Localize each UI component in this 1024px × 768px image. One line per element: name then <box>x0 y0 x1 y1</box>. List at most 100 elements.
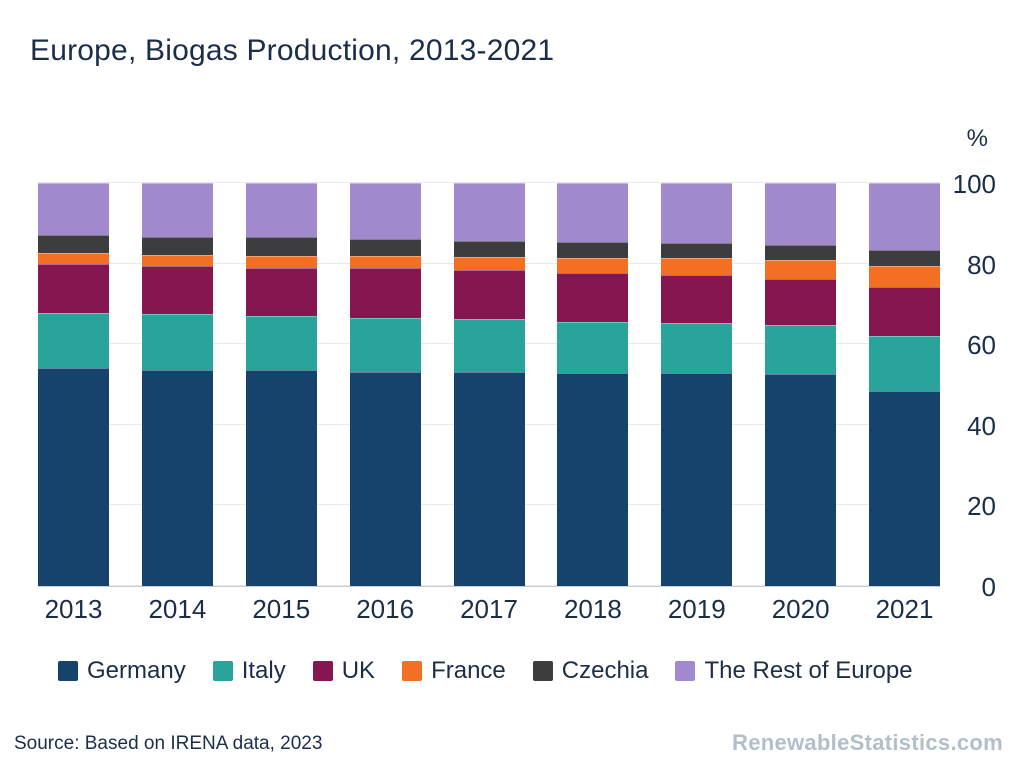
bar-segment-italy-2016 <box>349 317 421 372</box>
bar-segment-czechia-2017 <box>453 240 525 257</box>
x-axis-label-2015: 2015 <box>252 594 311 624</box>
bar-segment-uk-2017 <box>453 270 525 320</box>
bar-segment-the-rest-of-europe-2020 <box>765 183 837 246</box>
plot-area <box>38 182 940 587</box>
bar-segment-czechia-2016 <box>349 239 421 257</box>
bar-segment-france-2016 <box>349 256 421 269</box>
bar-segment-italy-2018 <box>557 321 629 374</box>
bar-segment-the-rest-of-europe-2014 <box>141 183 213 238</box>
bar-segment-germany-2019 <box>661 373 733 586</box>
bar-segment-the-rest-of-europe-2019 <box>661 183 733 243</box>
y-axis-tick-label-60: 60 <box>967 330 996 361</box>
bar-segment-france-2019 <box>661 258 733 276</box>
bar-segment-the-rest-of-europe-2018 <box>557 183 629 242</box>
bar-segment-italy-2013 <box>38 312 109 369</box>
bar-segment-czechia-2018 <box>557 241 629 259</box>
legend-item-uk: UK <box>312 657 376 685</box>
x-axis-label-2014: 2014 <box>148 594 207 624</box>
legend: Germany Italy UK France Czechia The Rest of E… <box>58 657 913 685</box>
chart-title: Europe, Biogas Production, 2013-2021 <box>30 34 555 67</box>
y-axis-tick-label-40: 40 <box>967 410 996 441</box>
bar-2014 <box>141 183 213 586</box>
x-axis-label-2020: 2020 <box>771 594 830 624</box>
bar-segment-germany-2021 <box>869 390 940 586</box>
bar-segment-uk-2019 <box>661 275 733 323</box>
branding-text: RenewableStatistics.com <box>732 730 1003 755</box>
x-axis-label-2019: 2019 <box>667 594 726 624</box>
bar-segment-italy-2019 <box>661 322 733 374</box>
y-axis: % 0 20 40 60 80 100 <box>940 125 996 602</box>
x-axis-label-2016: 2016 <box>356 594 415 624</box>
bar-segment-germany-2018 <box>557 373 629 586</box>
bar-segment-czechia-2019 <box>661 242 733 259</box>
bar-segment-germany-2014 <box>141 370 213 586</box>
bar-segment-the-rest-of-europe-2013 <box>38 183 109 236</box>
legend-swatch-germany <box>58 661 78 681</box>
bar-2019 <box>661 183 733 586</box>
bars-container <box>38 183 940 586</box>
bar-segment-germany-2020 <box>765 374 837 586</box>
legend-item-france: France <box>402 657 506 685</box>
x-axis-label-2021: 2021 <box>875 594 934 624</box>
legend-swatch-czechia <box>532 661 553 681</box>
bar-segment-uk-2018 <box>557 273 629 322</box>
bar-segment-france-2014 <box>141 255 213 267</box>
legend-swatch-the-rest-of-europe <box>675 661 696 681</box>
legend-swatch-france <box>402 661 423 681</box>
x-axis: 2013 2014 2015 2016 2017 2018 2019 2020 2021 <box>38 594 940 625</box>
legend-swatch-italy <box>212 661 233 681</box>
x-axis-label-2017: 2017 <box>460 594 518 624</box>
bar-segment-uk-2021 <box>869 286 940 336</box>
bar-segment-france-2021 <box>869 265 940 287</box>
legend-item-the-rest-of-europe: The Rest of Europe <box>675 657 913 685</box>
bar-segment-italy-2017 <box>453 319 525 373</box>
bar-segment-czechia-2021 <box>869 249 940 266</box>
bar-segment-czechia-2015 <box>245 237 317 256</box>
bar-segment-france-2018 <box>557 258 629 274</box>
x-axis-line <box>38 586 940 587</box>
bar-segment-the-rest-of-europe-2021 <box>869 183 940 250</box>
bar-segment-italy-2020 <box>765 324 837 375</box>
bar-segment-the-rest-of-europe-2017 <box>453 183 525 241</box>
bar-2017 <box>453 183 525 586</box>
bar-2016 <box>349 183 421 586</box>
source-note: Source: Based on IRENA data, 2023 <box>14 733 323 754</box>
bar-segment-italy-2015 <box>245 316 317 371</box>
legend-swatch-uk <box>312 661 333 681</box>
x-axis-label-2013: 2013 <box>44 594 103 624</box>
bar-segment-uk-2016 <box>349 268 421 318</box>
bar-segment-france-2017 <box>453 256 525 271</box>
bar-segment-czechia-2013 <box>38 235 109 254</box>
bar-segment-france-2015 <box>245 255 317 268</box>
legend-label-italy: Italy <box>241 657 286 684</box>
bar-2020 <box>765 183 837 586</box>
bar-segment-germany-2013 <box>38 368 109 586</box>
legend-item-germany: Germany <box>58 657 186 685</box>
bar-2021 <box>869 183 940 586</box>
bar-segment-germany-2016 <box>349 371 421 586</box>
y-axis-tick-label-0: 0 <box>981 572 996 602</box>
legend-item-czechia: Czechia <box>532 657 648 685</box>
bar-2015 <box>245 183 317 586</box>
bar-segment-france-2013 <box>38 253 109 265</box>
legend-label-uk: UK <box>341 657 376 684</box>
bar-segment-germany-2015 <box>245 370 317 586</box>
y-axis-tick-label-80: 80 <box>967 249 996 280</box>
y-axis-tick-label-20: 20 <box>967 491 996 522</box>
bar-segment-france-2020 <box>765 260 837 279</box>
bar-2013 <box>38 183 109 586</box>
legend-item-italy: Italy <box>212 657 286 685</box>
y-axis-unit-label: % <box>966 125 988 152</box>
bar-segment-uk-2014 <box>141 266 213 314</box>
legend-label-france: France <box>431 657 506 684</box>
bar-segment-uk-2020 <box>765 278 837 325</box>
bar-segment-czechia-2014 <box>141 237 213 256</box>
y-axis-tick-label-100: 100 <box>952 169 996 199</box>
legend-label-the-rest-of-europe: The Rest of Europe <box>704 657 913 684</box>
bar-segment-the-rest-of-europe-2015 <box>245 183 317 238</box>
gridline-100 <box>38 182 940 183</box>
bar-segment-uk-2015 <box>245 267 317 317</box>
bar-segment-uk-2013 <box>38 264 109 313</box>
x-axis-label-2018: 2018 <box>563 594 622 624</box>
